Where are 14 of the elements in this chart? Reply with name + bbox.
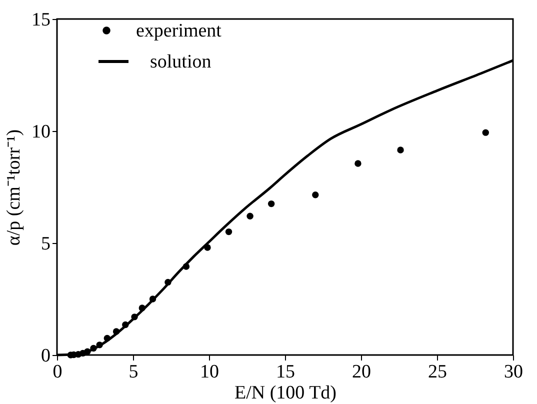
y-tick-label: 0 (41, 346, 50, 366)
legend-label: experiment (136, 20, 222, 42)
x-tick-label: 25 (428, 362, 447, 382)
x-tick-label: 30 (504, 362, 523, 382)
legend-label: solution (150, 52, 212, 72)
x-tick-label: 20 (352, 362, 371, 382)
y-axis-title: α/p (cm⁻¹torr⁻¹) (4, 129, 24, 246)
y-tick-label: 15 (32, 10, 50, 30)
y-tick-label: 5 (41, 234, 50, 254)
y-tick-label: 10 (32, 122, 50, 142)
x-tick-label: 15 (276, 362, 295, 382)
x-tick-label: 5 (128, 362, 138, 382)
x-axis-title: E/N (100 Td) (234, 382, 337, 404)
x-tick-label: 10 (200, 362, 219, 382)
